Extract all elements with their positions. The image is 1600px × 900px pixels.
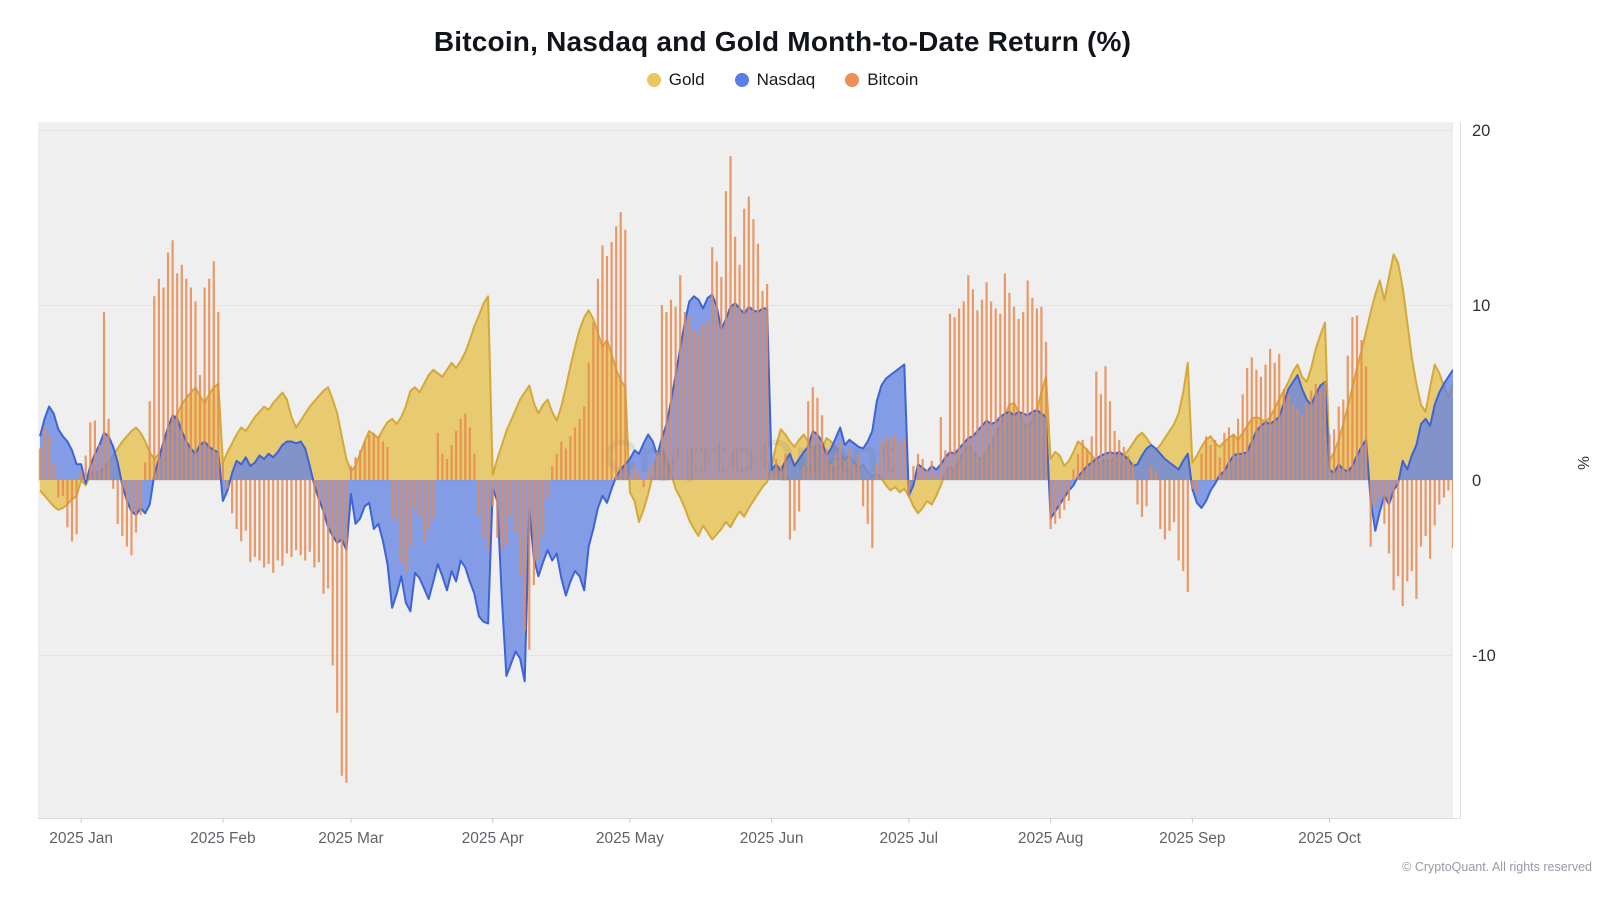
- x-axis-label: 2025 Jul: [880, 830, 939, 847]
- nasdaq-area-series: [39, 293, 1453, 683]
- nasdaq-series-dot-icon: [734, 73, 749, 87]
- chart-header: Bitcoin, Nasdaq and Gold Month-to-Date R…: [0, 0, 1565, 90]
- series-layer: CryptoQuant: [38, 156, 1453, 783]
- bitcoin-bar-series: [38, 156, 1453, 783]
- legend-item-nasdaq[interactable]: Nasdaq: [734, 70, 816, 90]
- x-axis-label: 2025 Mar: [318, 830, 383, 847]
- legend-label: Gold: [668, 70, 705, 89]
- gold-series-dot-icon: [646, 73, 661, 87]
- x-axis-label: 2025 Aug: [1018, 830, 1084, 847]
- y-axis-tick-label: -10: [1472, 647, 1496, 665]
- bitcoin-series-dot-icon: [845, 73, 860, 87]
- copyright-notice: © CryptoQuant. All rights reserved: [1402, 860, 1592, 874]
- legend-item-gold[interactable]: Gold: [646, 70, 705, 90]
- x-axis-label: 2025 Jun: [740, 830, 804, 847]
- legend-item-bitcoin[interactable]: Bitcoin: [845, 70, 918, 90]
- x-axis-label: 2025 Feb: [190, 830, 256, 847]
- x-axis-label: 2025 May: [596, 830, 664, 847]
- x-axis-label: 2025 Sep: [1159, 830, 1225, 847]
- x-axis-label: 2025 Oct: [1298, 830, 1362, 847]
- page-title: Bitcoin, Nasdaq and Gold Month-to-Date R…: [433, 26, 1132, 57]
- y-axis-tick-label: 0: [1472, 472, 1481, 490]
- y-axis-unit-label: %: [1574, 456, 1591, 470]
- y-axis-tick-label: 20: [1472, 122, 1490, 140]
- legend-label: Nasdaq: [756, 70, 816, 89]
- x-axis-label: 2025 Jan: [49, 830, 113, 847]
- y-axis-tick-label: 10: [1472, 297, 1490, 315]
- x-axis-label: 2025 Apr: [462, 830, 524, 847]
- chart-legend: Gold Nasdaq Bitcoin: [0, 70, 1565, 90]
- legend-label: Bitcoin: [867, 70, 919, 89]
